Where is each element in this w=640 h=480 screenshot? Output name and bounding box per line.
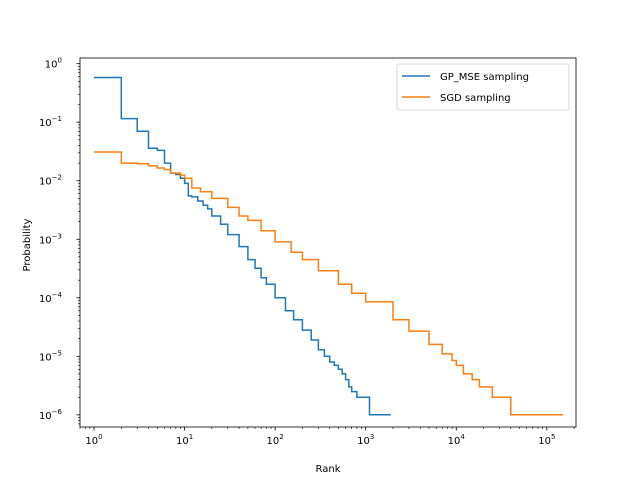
series-line-0: [94, 76, 391, 416]
legend: GP_MSE sampling SGD sampling: [396, 63, 570, 111]
y-tick-label: 10−3: [39, 232, 62, 246]
axes-layer: 100 101 102 103 104 105 100 10−1 10−2 10−3 10−4 10−…: [39, 57, 577, 447]
y-tick-label: 10−2: [39, 174, 62, 188]
x-tick-label: 101: [176, 433, 193, 447]
legend-label-0: GP_MSE sampling: [440, 72, 529, 83]
x-tick-label: 103: [357, 433, 374, 447]
y-tick-label: 10−1: [39, 115, 62, 129]
x-tick-label: 100: [85, 433, 102, 447]
legend-box: [396, 63, 570, 111]
y-tick-label: 100: [45, 57, 62, 71]
y-tick-label: 10−4: [39, 291, 63, 305]
y-tick-label: 10−6: [39, 408, 63, 422]
x-tick-label: 105: [538, 433, 555, 447]
x-tick-label: 104: [448, 433, 466, 447]
plot-frame: [79, 57, 577, 428]
y-axis-label: Probability: [22, 218, 33, 271]
series-line-1: [94, 151, 563, 416]
series-layer: [94, 76, 563, 416]
y-tick-label: 10−5: [39, 349, 62, 363]
x-tick-label: 102: [267, 433, 284, 447]
x-axis-label: Rank: [316, 464, 341, 475]
legend-label-1: SGD sampling: [440, 93, 511, 104]
